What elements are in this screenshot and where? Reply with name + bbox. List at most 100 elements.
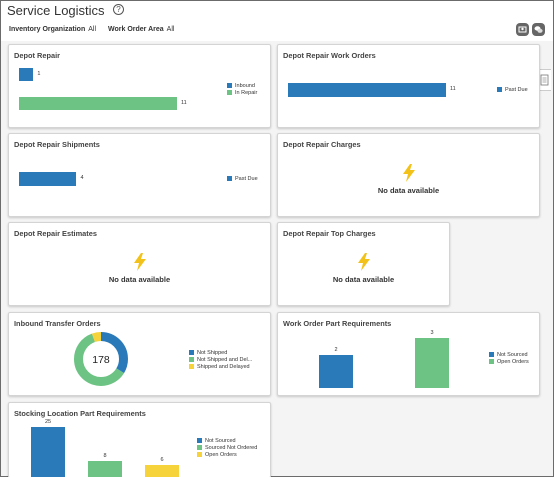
card-title: Depot Repair Estimates <box>14 229 97 238</box>
bar-label-inbound: 1 <box>37 71 41 77</box>
card-depot-repair[interactable]: Depot Repair 1 11 Inbound In Repair <box>8 44 271 128</box>
legend-label: Not Sourced <box>497 351 528 358</box>
bar-inbound[interactable] <box>19 68 34 81</box>
legend-item-not-shipped[interactable]: Not Shipped <box>189 349 252 356</box>
legend-item-inbound[interactable]: Inbound <box>227 82 257 89</box>
legend-label: Past Due <box>505 86 528 93</box>
chart-legend: Past Due <box>227 175 258 182</box>
legend-label: In Repair <box>235 89 258 96</box>
legend-swatch <box>197 438 202 443</box>
filter-value-work-order-area[interactable]: All <box>166 26 175 33</box>
chart-legend: Not Shipped Not Shipped and Del... Shipped… <box>189 349 252 370</box>
legend-item-not-shipped-and-del[interactable]: Not Shipped and Del... <box>189 356 252 363</box>
page-header: Service Logistics ? Inventory Organizati… <box>1 1 553 41</box>
legend-label: Open Orders <box>497 358 529 365</box>
legend-item-shipped-and-delayed[interactable]: Shipped and Delayed <box>189 363 252 370</box>
bar-label-in-repair: 11 <box>181 100 187 106</box>
no-data-message: No data available <box>332 275 395 284</box>
legend-item-in-repair[interactable]: In Repair <box>227 89 257 96</box>
card-depot-repair-charges[interactable]: Depot Repair Charges No data available <box>277 133 540 217</box>
legend-swatch <box>189 364 194 369</box>
card-depot-repair-estimates[interactable]: Depot Repair Estimates No data available <box>8 222 271 306</box>
card-title: Depot Repair Top Charges <box>283 229 376 238</box>
legend-swatch <box>189 357 194 362</box>
legend-item-not-sourced[interactable]: Not Sourced <box>489 351 529 358</box>
legend-item-open-orders[interactable]: Open Orders <box>489 358 529 365</box>
bar-label-not-sourced: 25 <box>44 419 52 425</box>
donut-slice-not-shipped-and-del[interactable] <box>74 332 128 386</box>
card-title: Depot Repair Shipments <box>14 140 100 149</box>
donut-chart: 178 <box>74 332 128 386</box>
bar-sourced-not-ordered[interactable] <box>88 461 122 477</box>
card-title: Depot Repair <box>14 51 60 60</box>
card-depot-repair-top-charges[interactable]: Depot Repair Top Charges No data availab… <box>277 222 450 306</box>
bar-label-not-sourced: 2 <box>334 346 338 353</box>
donut-total: 178 <box>92 354 110 366</box>
bar-label-sourced-not-ordered: 8 <box>103 453 107 459</box>
legend-item-open-orders[interactable]: Open Orders <box>197 451 257 458</box>
legend-swatch <box>189 350 194 355</box>
no-data-message: No data available <box>377 186 440 195</box>
document-icon <box>540 74 549 86</box>
legend-label: Not Shipped <box>197 349 228 356</box>
chart-legend: Past Due <box>497 86 528 93</box>
chat-icon[interactable] <box>532 23 545 36</box>
legend-item-past-due[interactable]: Past Due <box>227 175 258 182</box>
bar-past-due[interactable] <box>19 172 77 186</box>
legend-swatch <box>489 359 494 364</box>
legend-item-not-sourced[interactable]: Not Sourced <box>197 437 257 444</box>
filter-label-inventory-organization: Inventory Organization <box>9 26 86 33</box>
card-title: Depot Repair Work Orders <box>283 51 376 60</box>
bar-label-open-orders: 6 <box>160 457 164 463</box>
card-title: Inbound Transfer Orders <box>14 319 101 328</box>
bar-label-past-due: 4 <box>80 175 84 181</box>
no-data-message: No data available <box>108 275 171 284</box>
legend-label: Open Orders <box>205 451 237 458</box>
page-title: Service Logistics <box>7 3 105 18</box>
filter-value-inventory-organization[interactable]: All <box>88 26 97 33</box>
legend-label: Shipped and Delayed <box>197 363 250 370</box>
donut-slice-shipped-and-delayed[interactable] <box>74 332 128 386</box>
legend-swatch <box>489 352 494 357</box>
bar-in-repair[interactable] <box>19 97 177 110</box>
legend-item-past-due[interactable]: Past Due <box>497 86 528 93</box>
legend-label: Past Due <box>235 175 258 182</box>
legend-swatch <box>197 445 202 450</box>
card-title: Stocking Location Part Requirements <box>14 409 146 418</box>
legend-label: Sourced Not Ordered <box>205 444 258 451</box>
legend-item-sourced-not-ordered[interactable]: Sourced Not Ordered <box>197 444 257 451</box>
card-work-order-part-requirements[interactable]: Work Order Part Requirements 2 3 Not Sou… <box>277 312 540 396</box>
legend-swatch <box>227 83 232 88</box>
legend-label: Not Sourced <box>205 437 236 444</box>
person-list-icon[interactable] <box>516 23 529 36</box>
legend-swatch <box>227 176 232 181</box>
help-icon[interactable]: ? <box>113 4 124 15</box>
bar-not-sourced[interactable] <box>31 427 65 477</box>
legend-label: Inbound <box>235 82 255 89</box>
lightning-icon <box>357 253 370 271</box>
legend-swatch <box>197 452 202 457</box>
legend-swatch <box>227 90 232 95</box>
filter-bar: Inventory Organization All Work Order Area… <box>9 26 186 33</box>
bar-not-sourced[interactable] <box>319 354 353 388</box>
legend-swatch <box>497 87 502 92</box>
bar-open-orders[interactable] <box>415 338 449 388</box>
card-depot-repair-work-orders[interactable]: Depot Repair Work Orders 11 Past Due <box>277 44 540 128</box>
filter-label-work-order-area: Work Order Area <box>108 26 164 33</box>
bar-open-orders[interactable] <box>145 465 179 477</box>
card-inbound-transfer-orders[interactable]: Inbound Transfer Orders 178 Not Shipped N… <box>8 312 271 396</box>
lightning-icon <box>402 164 415 182</box>
card-depot-repair-shipments[interactable]: Depot Repair Shipments 4 Past Due <box>8 133 271 217</box>
legend-label: Not Shipped and Del... <box>197 356 253 363</box>
card-title: Depot Repair Charges <box>283 140 361 149</box>
chart-legend: Inbound In Repair <box>227 82 257 96</box>
bar-label-open-orders: 3 <box>430 330 434 336</box>
card-title: Work Order Part Requirements <box>283 319 392 328</box>
lightning-icon <box>133 253 146 271</box>
chart-legend: Not Sourced Open Orders <box>489 351 529 365</box>
chart-legend: Not Sourced Sourced Not Ordered Open Order… <box>197 437 257 458</box>
bar-label-past-due: 11 <box>450 86 456 92</box>
bar-past-due[interactable] <box>288 83 446 97</box>
card-stocking-location-part-requirements[interactable]: Stocking Location Part Requirements 25 8… <box>8 402 271 477</box>
